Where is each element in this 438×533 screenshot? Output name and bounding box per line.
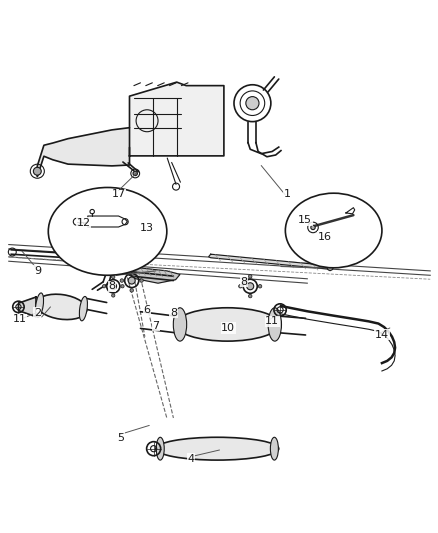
Text: 17: 17 [111, 189, 125, 199]
Circle shape [245, 96, 258, 110]
Circle shape [246, 282, 253, 290]
Circle shape [120, 285, 124, 288]
Text: 7: 7 [152, 321, 159, 331]
Text: 9: 9 [34, 266, 41, 276]
Circle shape [102, 285, 106, 288]
Text: 1: 1 [283, 189, 290, 199]
Text: 8: 8 [108, 281, 115, 291]
Text: 12: 12 [76, 217, 90, 228]
Text: 2: 2 [34, 308, 41, 318]
Ellipse shape [155, 437, 278, 460]
Text: 11: 11 [13, 314, 27, 324]
Ellipse shape [173, 308, 186, 341]
Polygon shape [129, 82, 223, 156]
Circle shape [111, 276, 115, 279]
Ellipse shape [79, 296, 87, 321]
Ellipse shape [285, 193, 381, 268]
Circle shape [310, 225, 314, 230]
Circle shape [111, 294, 115, 297]
Text: 5: 5 [117, 433, 124, 443]
Text: 8: 8 [240, 277, 247, 287]
Ellipse shape [175, 308, 279, 341]
Text: 8: 8 [170, 308, 177, 318]
Circle shape [133, 171, 137, 176]
Ellipse shape [268, 308, 281, 341]
Text: 4: 4 [187, 454, 194, 464]
Polygon shape [123, 266, 180, 283]
Circle shape [258, 285, 261, 288]
Circle shape [326, 264, 332, 270]
Text: 11: 11 [265, 317, 279, 326]
Text: 14: 14 [374, 329, 388, 340]
Ellipse shape [270, 437, 278, 460]
Polygon shape [208, 254, 333, 269]
Circle shape [248, 294, 251, 298]
Circle shape [130, 289, 133, 292]
Text: 10: 10 [221, 323, 235, 333]
Ellipse shape [35, 293, 43, 317]
Polygon shape [37, 128, 129, 176]
Circle shape [130, 269, 133, 272]
Circle shape [33, 167, 41, 175]
Circle shape [120, 279, 124, 282]
Polygon shape [18, 297, 36, 317]
Circle shape [110, 283, 117, 289]
Ellipse shape [36, 294, 87, 320]
Text: 16: 16 [317, 232, 331, 241]
Text: 6: 6 [143, 305, 150, 316]
Circle shape [139, 279, 143, 282]
Ellipse shape [48, 188, 166, 275]
Ellipse shape [156, 437, 164, 460]
Circle shape [128, 277, 135, 284]
Text: 15: 15 [297, 215, 311, 225]
Text: 13: 13 [140, 223, 154, 233]
Circle shape [248, 274, 251, 278]
Circle shape [238, 285, 242, 288]
